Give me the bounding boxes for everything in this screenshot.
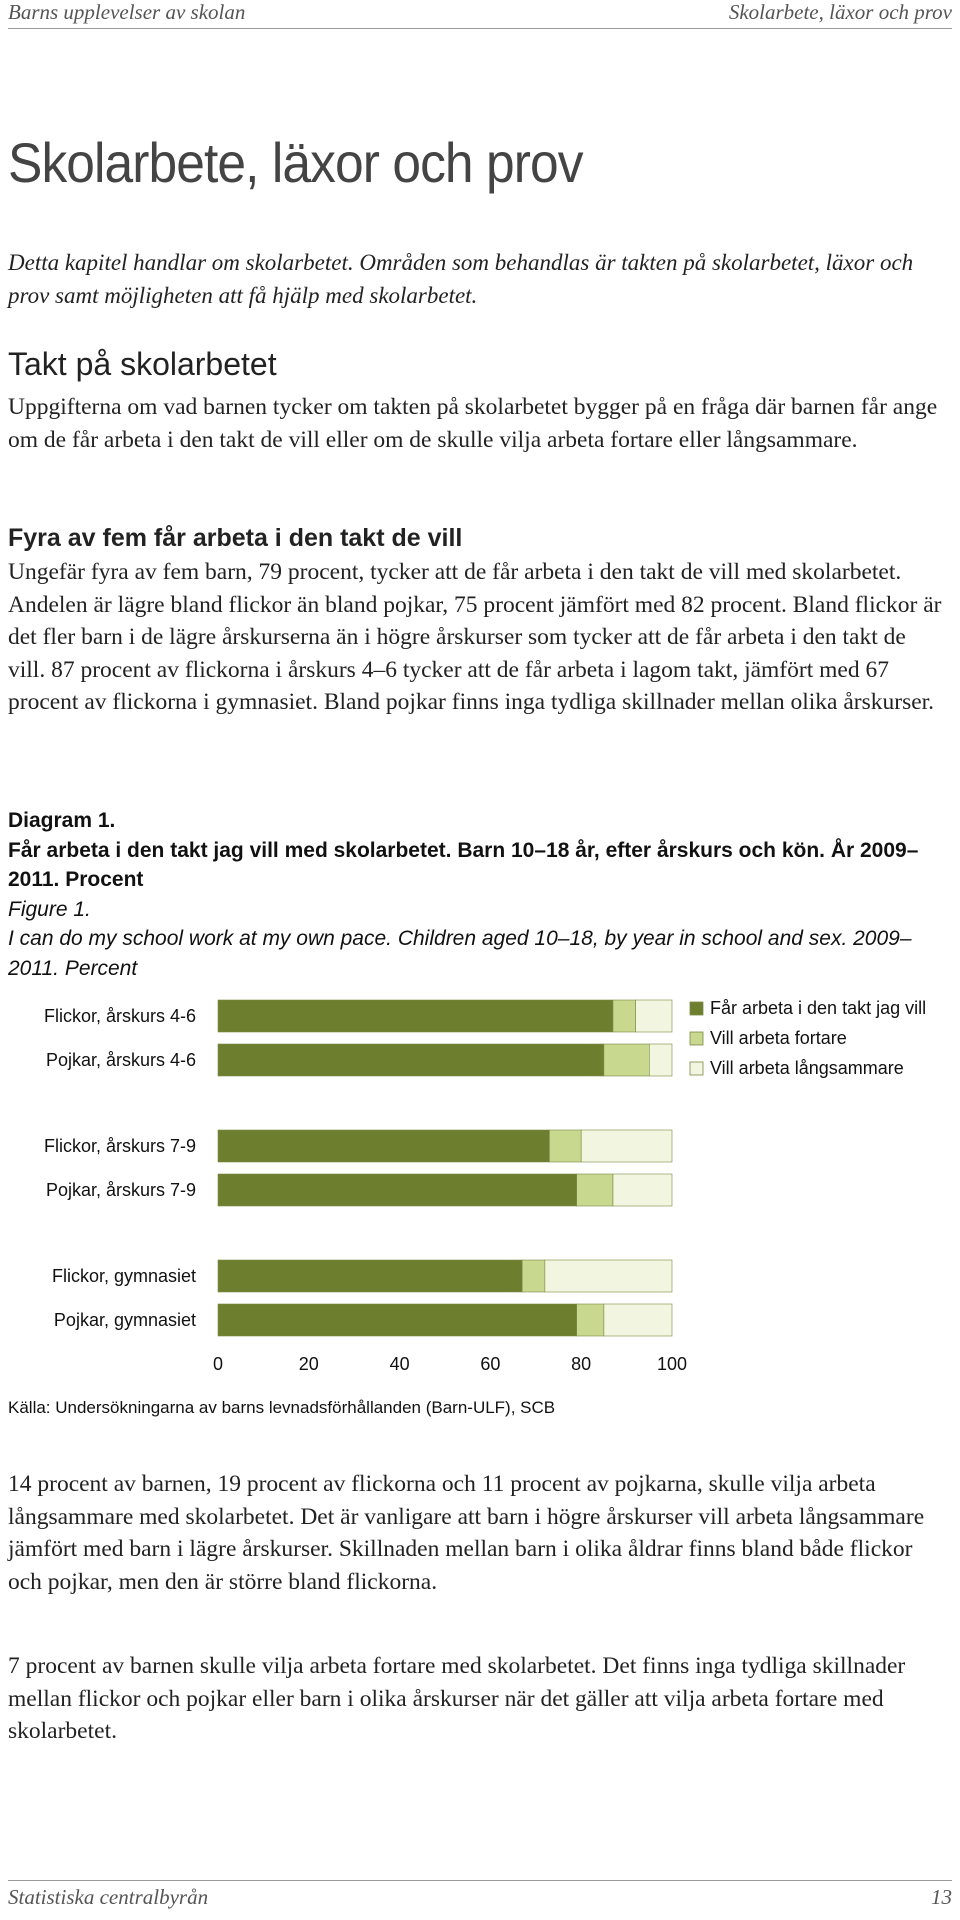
bar-segment: [576, 1303, 605, 1337]
figure-title-sv: Får arbeta i den takt jag vill med skola…: [8, 838, 919, 892]
x-tick-label: 60: [480, 1354, 500, 1374]
bar-segment: [603, 1043, 650, 1077]
bar-segment: [217, 1259, 523, 1293]
bar-segment: [521, 1259, 546, 1293]
category-label: Flickor, gymnasiet: [52, 1266, 196, 1286]
x-tick-label: 40: [390, 1354, 410, 1374]
bar-segment: [612, 1173, 673, 1207]
footer-publisher: Statistiska centralbyrån: [8, 1885, 209, 1909]
x-tick-label: 100: [657, 1354, 687, 1374]
legend-label: Vill arbeta fortare: [710, 1028, 847, 1048]
bar-segment: [603, 1303, 673, 1337]
subsection-paragraph: Ungefär fyra av fem barn, 79 procent, ty…: [8, 559, 942, 715]
page-footer: Statistiska centralbyrån 13: [8, 1880, 952, 1909]
bar-segment: [580, 1129, 673, 1163]
bar-segment: [576, 1173, 614, 1207]
section-heading: Takt på skolarbetet: [8, 346, 277, 382]
page-number: 13: [931, 1885, 952, 1909]
bar-segment: [217, 1043, 605, 1077]
category-label: Flickor, årskurs 4-6: [44, 1006, 196, 1026]
bar-segment: [217, 1173, 577, 1207]
figure-label-sv: Diagram 1.: [8, 809, 116, 832]
x-tick-label: 80: [571, 1354, 591, 1374]
bar-segment: [544, 1259, 673, 1293]
legend-swatch: [689, 1061, 704, 1076]
category-label: Pojkar, årskurs 7-9: [46, 1180, 196, 1200]
bar-segment: [612, 999, 636, 1033]
bar-segment: [217, 999, 614, 1033]
running-header-left: Barns upplevelser av skolan: [8, 0, 246, 24]
figure-caption: Diagram 1. Får arbeta i den takt jag vil…: [8, 806, 948, 983]
running-header: Barns upplevelser av skolan Skolarbete, …: [8, 0, 952, 29]
legend-swatch: [689, 1001, 704, 1016]
category-label: Pojkar, gymnasiet: [54, 1310, 196, 1330]
chapter-intro: Detta kapitel handlar om skolarbetet. Om…: [8, 250, 914, 308]
bar-segment: [549, 1129, 582, 1163]
legend-label: Får arbeta i den takt jag vill: [710, 998, 926, 1018]
subsection-heading: Fyra av fem får arbeta i den takt de vil…: [8, 524, 463, 552]
paragraph-after-1: 14 procent av barnen, 19 procent av flic…: [8, 1471, 925, 1595]
chapter-title: Skolarbete, läxor och prov: [8, 131, 584, 194]
legend-label: Vill arbeta långsammare: [710, 1058, 904, 1078]
running-header-right: Skolarbete, läxor och prov: [728, 0, 952, 24]
category-label: Flickor, årskurs 7-9: [44, 1136, 196, 1156]
legend-swatch: [689, 1031, 704, 1046]
bar-segment: [217, 1129, 550, 1163]
bar-segment: [648, 1043, 673, 1077]
chart-source: Källa: Undersökningarna av barns levnads…: [8, 1398, 556, 1417]
stacked-bar-chart: Flickor, årskurs 4-6 Pojkar, årskurs 4-6 F…: [44, 998, 926, 1374]
figure-label-en: Figure 1.: [8, 897, 91, 921]
bar-segment: [217, 1303, 577, 1337]
bar-segment: [635, 999, 673, 1033]
section-paragraph: Uppgifterna om vad barnen tycker om takt…: [8, 394, 938, 453]
category-label: Pojkar, årskurs 4-6: [46, 1050, 196, 1070]
x-tick-label: 20: [299, 1354, 319, 1374]
figure-title-en: I can do my school work at my own pace. …: [8, 927, 912, 980]
x-tick-label: 0: [213, 1354, 223, 1374]
paragraph-after-2: 7 procent av barnen skulle vilja arbeta …: [8, 1653, 906, 1744]
